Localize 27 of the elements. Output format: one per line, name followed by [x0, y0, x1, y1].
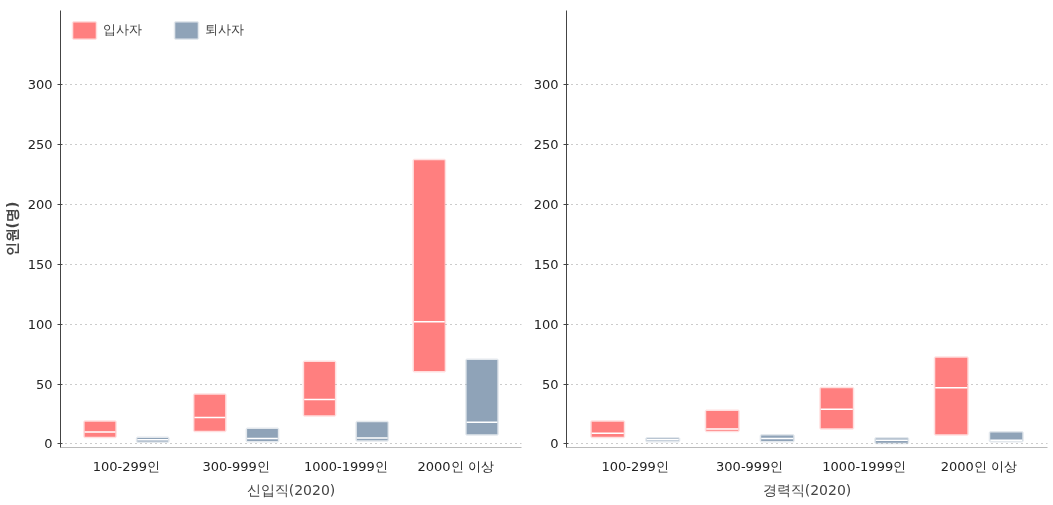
y-tick-label: 300	[533, 77, 559, 93]
x-tick-label: 2000인 이상	[940, 458, 1017, 474]
y-axis-title: 인원(명)	[3, 201, 20, 257]
y-tick-label: 200	[27, 196, 53, 212]
x-tick-label: 300-999인	[716, 458, 784, 474]
legend-label: 입사자	[103, 21, 142, 39]
x-tick-label: 2000인 이상	[417, 458, 494, 474]
y-tick-label: 150	[27, 256, 53, 272]
x-axis-title: 경력직(2020)	[762, 481, 852, 498]
x-tick-label: 1000-1999인	[822, 458, 907, 474]
y-tick-label: 100	[27, 316, 53, 332]
y-tick-label: 0	[550, 436, 559, 452]
y-tick-label: 300	[27, 77, 53, 93]
y-tick-label: 50	[35, 376, 53, 392]
y-tick-label: 250	[533, 137, 559, 153]
y-tick-label: 150	[533, 256, 559, 272]
y-tick-label: 100	[533, 316, 559, 332]
x-tick-label: 300-999인	[202, 458, 270, 474]
y-tick-label: 250	[27, 137, 53, 153]
x-tick-label: 100-299인	[601, 458, 669, 474]
legend-label: 퇴사자	[205, 21, 244, 39]
y-tick-label: 50	[541, 376, 559, 392]
x-tick-label: 1000-1999인	[303, 458, 388, 474]
x-tick-label: 100-299인	[92, 458, 161, 474]
x-axis-title: 신입직(2020)	[246, 481, 336, 498]
y-tick-label: 0	[44, 436, 53, 452]
y-tick-label: 200	[533, 196, 559, 212]
